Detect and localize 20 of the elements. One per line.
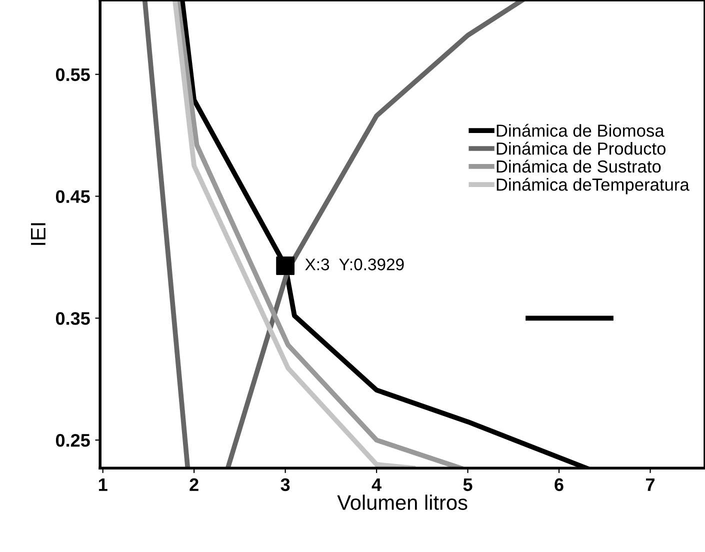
x-tick-label: 7 xyxy=(646,478,654,491)
x-tick-label: 3 xyxy=(280,478,290,492)
legend-label: Dinámica deTemperatura xyxy=(496,178,690,194)
annotation: X:3 Y:0.3929 xyxy=(305,258,404,270)
x-tick-label: 1 xyxy=(98,478,108,491)
y-tick-label: 0.25 xyxy=(56,434,90,447)
y-tick-label: 0.35 xyxy=(56,312,90,325)
y-tick-label: 0.45 xyxy=(56,190,90,203)
x-tick-label: 6 xyxy=(554,478,564,492)
x-axis-title: Volumen litros xyxy=(337,494,468,510)
line-series xyxy=(172,0,416,468)
y-axis-title: IEI xyxy=(31,223,46,245)
y-tick-label: 0.55 xyxy=(56,68,90,82)
x-tick-label: 5 xyxy=(463,478,472,492)
x-tick-label: 2 xyxy=(190,478,198,491)
legend-label: Dinámica de Sustrato xyxy=(496,160,661,173)
x-tick-label: 4 xyxy=(372,478,382,491)
legend-label: Dinámica de Biomosa xyxy=(496,124,664,137)
legend-label: Dinámica de Producto xyxy=(496,142,666,155)
line-series xyxy=(175,0,463,468)
